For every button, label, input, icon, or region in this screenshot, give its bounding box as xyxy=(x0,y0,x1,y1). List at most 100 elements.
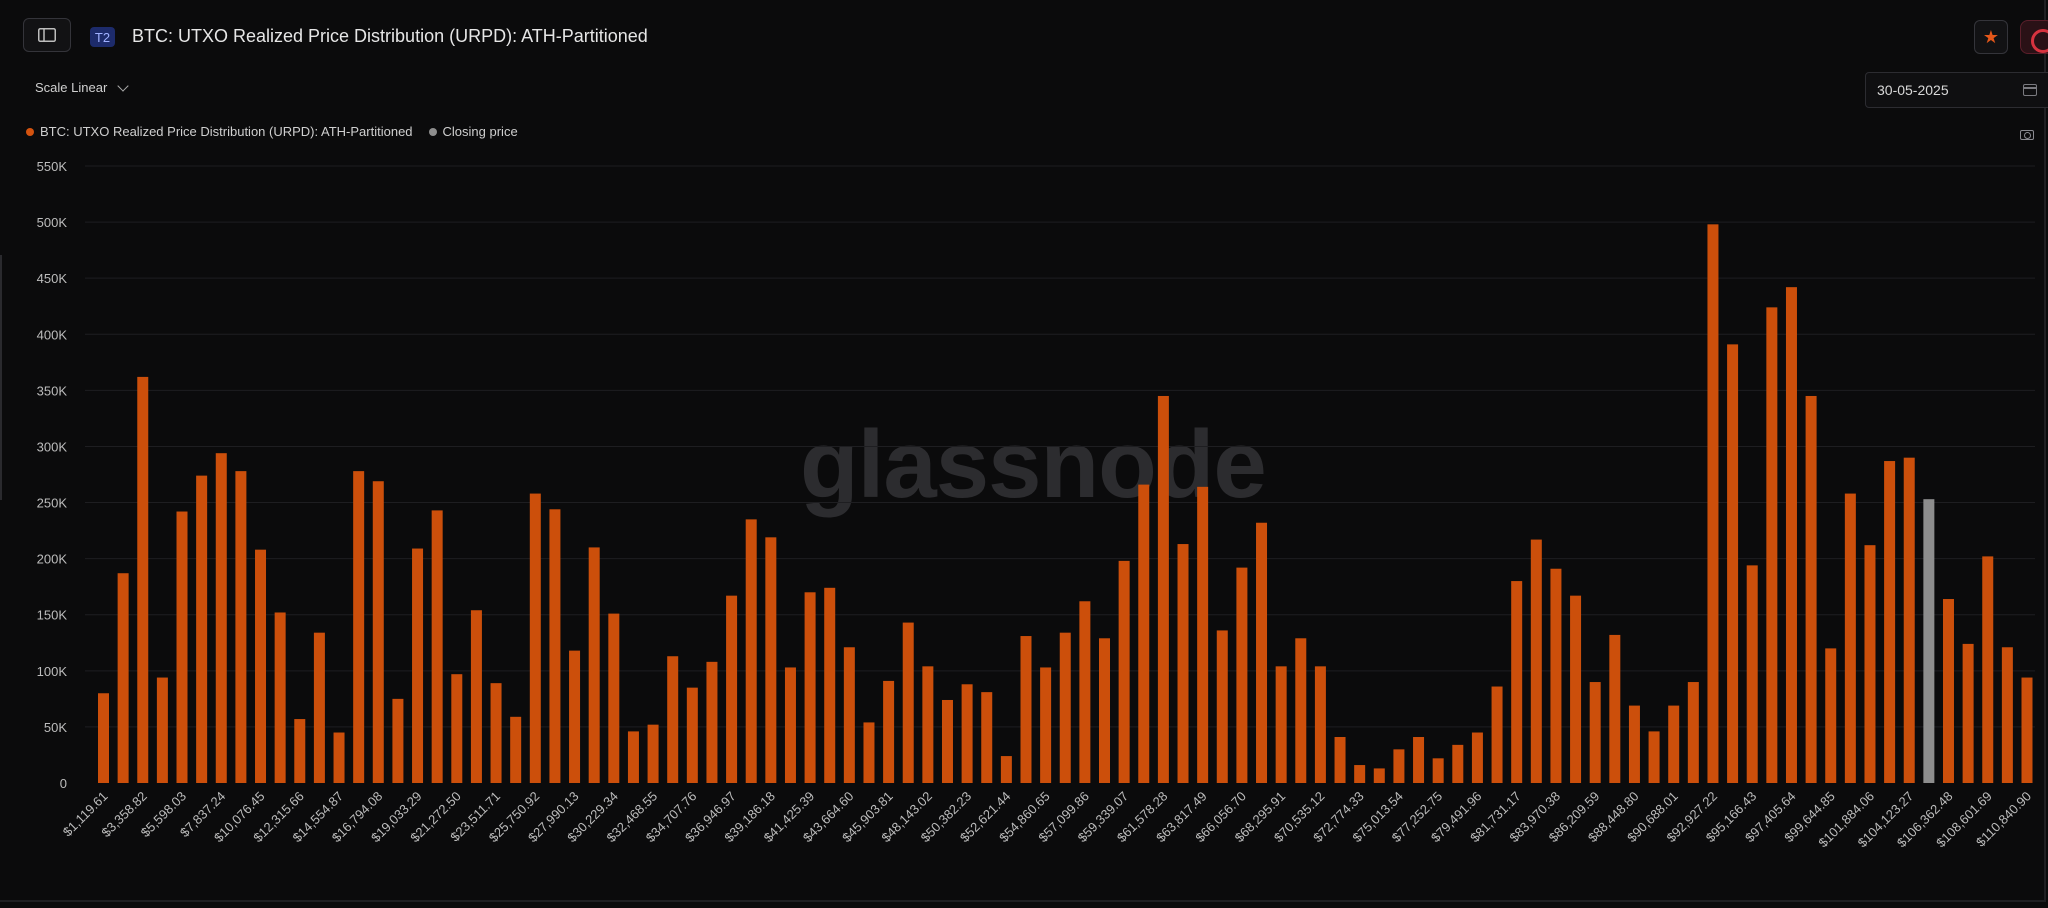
bar xyxy=(1275,666,1287,783)
left-edge-divider xyxy=(0,255,2,500)
bar xyxy=(1746,565,1758,783)
bar xyxy=(922,666,934,783)
bar xyxy=(1177,544,1189,783)
bar xyxy=(765,537,777,783)
bar xyxy=(706,661,718,783)
bar xyxy=(1511,581,1523,783)
scale-dropdown[interactable]: Scale Linear xyxy=(35,79,129,95)
sidebar-toggle-button[interactable] xyxy=(23,18,71,52)
date-picker[interactable]: 30-05-2025 xyxy=(1865,72,2048,108)
legend-dot-icon xyxy=(26,127,34,136)
bar xyxy=(784,667,796,783)
bar xyxy=(1491,686,1503,783)
bar xyxy=(451,674,463,783)
bar xyxy=(1236,567,1248,783)
bar xyxy=(961,684,973,783)
bar xyxy=(824,587,836,783)
bar xyxy=(1197,486,1209,783)
bar xyxy=(1628,705,1640,783)
bar xyxy=(510,716,522,783)
bar xyxy=(392,698,404,783)
bar xyxy=(196,475,208,783)
legend-item-urpd[interactable]: BTC: UTXO Realized Price Distribution (U… xyxy=(26,124,413,139)
camera-icon[interactable] xyxy=(2020,130,2034,140)
y-tick-label: 150K xyxy=(37,608,68,623)
bar xyxy=(1295,638,1307,783)
bar xyxy=(902,622,914,783)
bar xyxy=(470,610,482,783)
bar xyxy=(1609,634,1621,783)
bar xyxy=(1550,568,1562,783)
bar xyxy=(1059,632,1071,783)
bar xyxy=(255,549,267,783)
bar xyxy=(1942,599,1954,783)
bar xyxy=(1118,560,1130,783)
y-tick-label: 100K xyxy=(37,664,68,679)
bar xyxy=(1020,636,1032,783)
bar xyxy=(235,471,247,783)
y-tick-label: 400K xyxy=(37,327,68,342)
bar xyxy=(1138,484,1150,783)
y-tick-label: 450K xyxy=(37,271,68,286)
bar xyxy=(1334,737,1346,783)
sidebar-panel-icon xyxy=(38,28,56,42)
favorite-button[interactable]: ★ xyxy=(1974,20,2008,54)
bar xyxy=(215,453,227,783)
legend-item-closing-price[interactable]: Closing price xyxy=(428,124,518,139)
bar xyxy=(1452,744,1464,783)
legend-dot-icon xyxy=(428,127,437,136)
bar xyxy=(98,693,109,783)
y-tick-label: 50K xyxy=(44,720,67,735)
chart-legend: BTC: UTXO Realized Price Distribution (U… xyxy=(26,124,518,139)
bar xyxy=(313,632,325,783)
y-tick-label: 350K xyxy=(37,383,68,398)
y-tick-label: 550K xyxy=(37,159,68,174)
bar xyxy=(156,677,168,783)
bar xyxy=(353,471,365,783)
bar xyxy=(1687,682,1699,783)
bar xyxy=(667,656,679,783)
bar xyxy=(1884,461,1896,783)
bar xyxy=(1727,344,1739,783)
bar xyxy=(1570,595,1582,783)
bar xyxy=(1354,765,1366,783)
bar xyxy=(294,719,306,783)
bar xyxy=(1648,731,1660,783)
bar xyxy=(608,613,620,783)
bar xyxy=(745,519,757,783)
legend-label: BTC: UTXO Realized Price Distribution (U… xyxy=(40,124,413,139)
bar xyxy=(647,724,659,783)
bar xyxy=(176,511,188,783)
y-tick-label: 0 xyxy=(60,776,67,791)
bar xyxy=(412,548,424,783)
bar xyxy=(2001,647,2013,783)
watermark: glassnode xyxy=(800,411,1267,518)
bar xyxy=(863,722,875,783)
bar xyxy=(1471,732,1483,783)
bar xyxy=(726,595,738,783)
bar xyxy=(1982,556,1994,783)
bar xyxy=(1256,522,1268,783)
bar xyxy=(1707,224,1719,784)
bar xyxy=(1000,756,1012,783)
bar xyxy=(883,680,895,783)
bar xyxy=(137,376,149,783)
tier-badge: T2 xyxy=(90,27,115,47)
bar xyxy=(981,692,993,783)
bar xyxy=(372,481,384,783)
bar xyxy=(1099,638,1111,783)
bar xyxy=(686,687,698,783)
bar xyxy=(569,650,581,783)
bar xyxy=(1589,682,1601,783)
bar xyxy=(274,612,286,783)
bar xyxy=(1314,666,1326,783)
bar xyxy=(627,731,639,783)
bar xyxy=(843,647,855,783)
avatar[interactable] xyxy=(2020,20,2048,54)
bar xyxy=(333,732,345,783)
bar xyxy=(1373,768,1385,783)
bar xyxy=(1923,499,1935,783)
date-value: 30-05-2025 xyxy=(1877,82,1949,98)
